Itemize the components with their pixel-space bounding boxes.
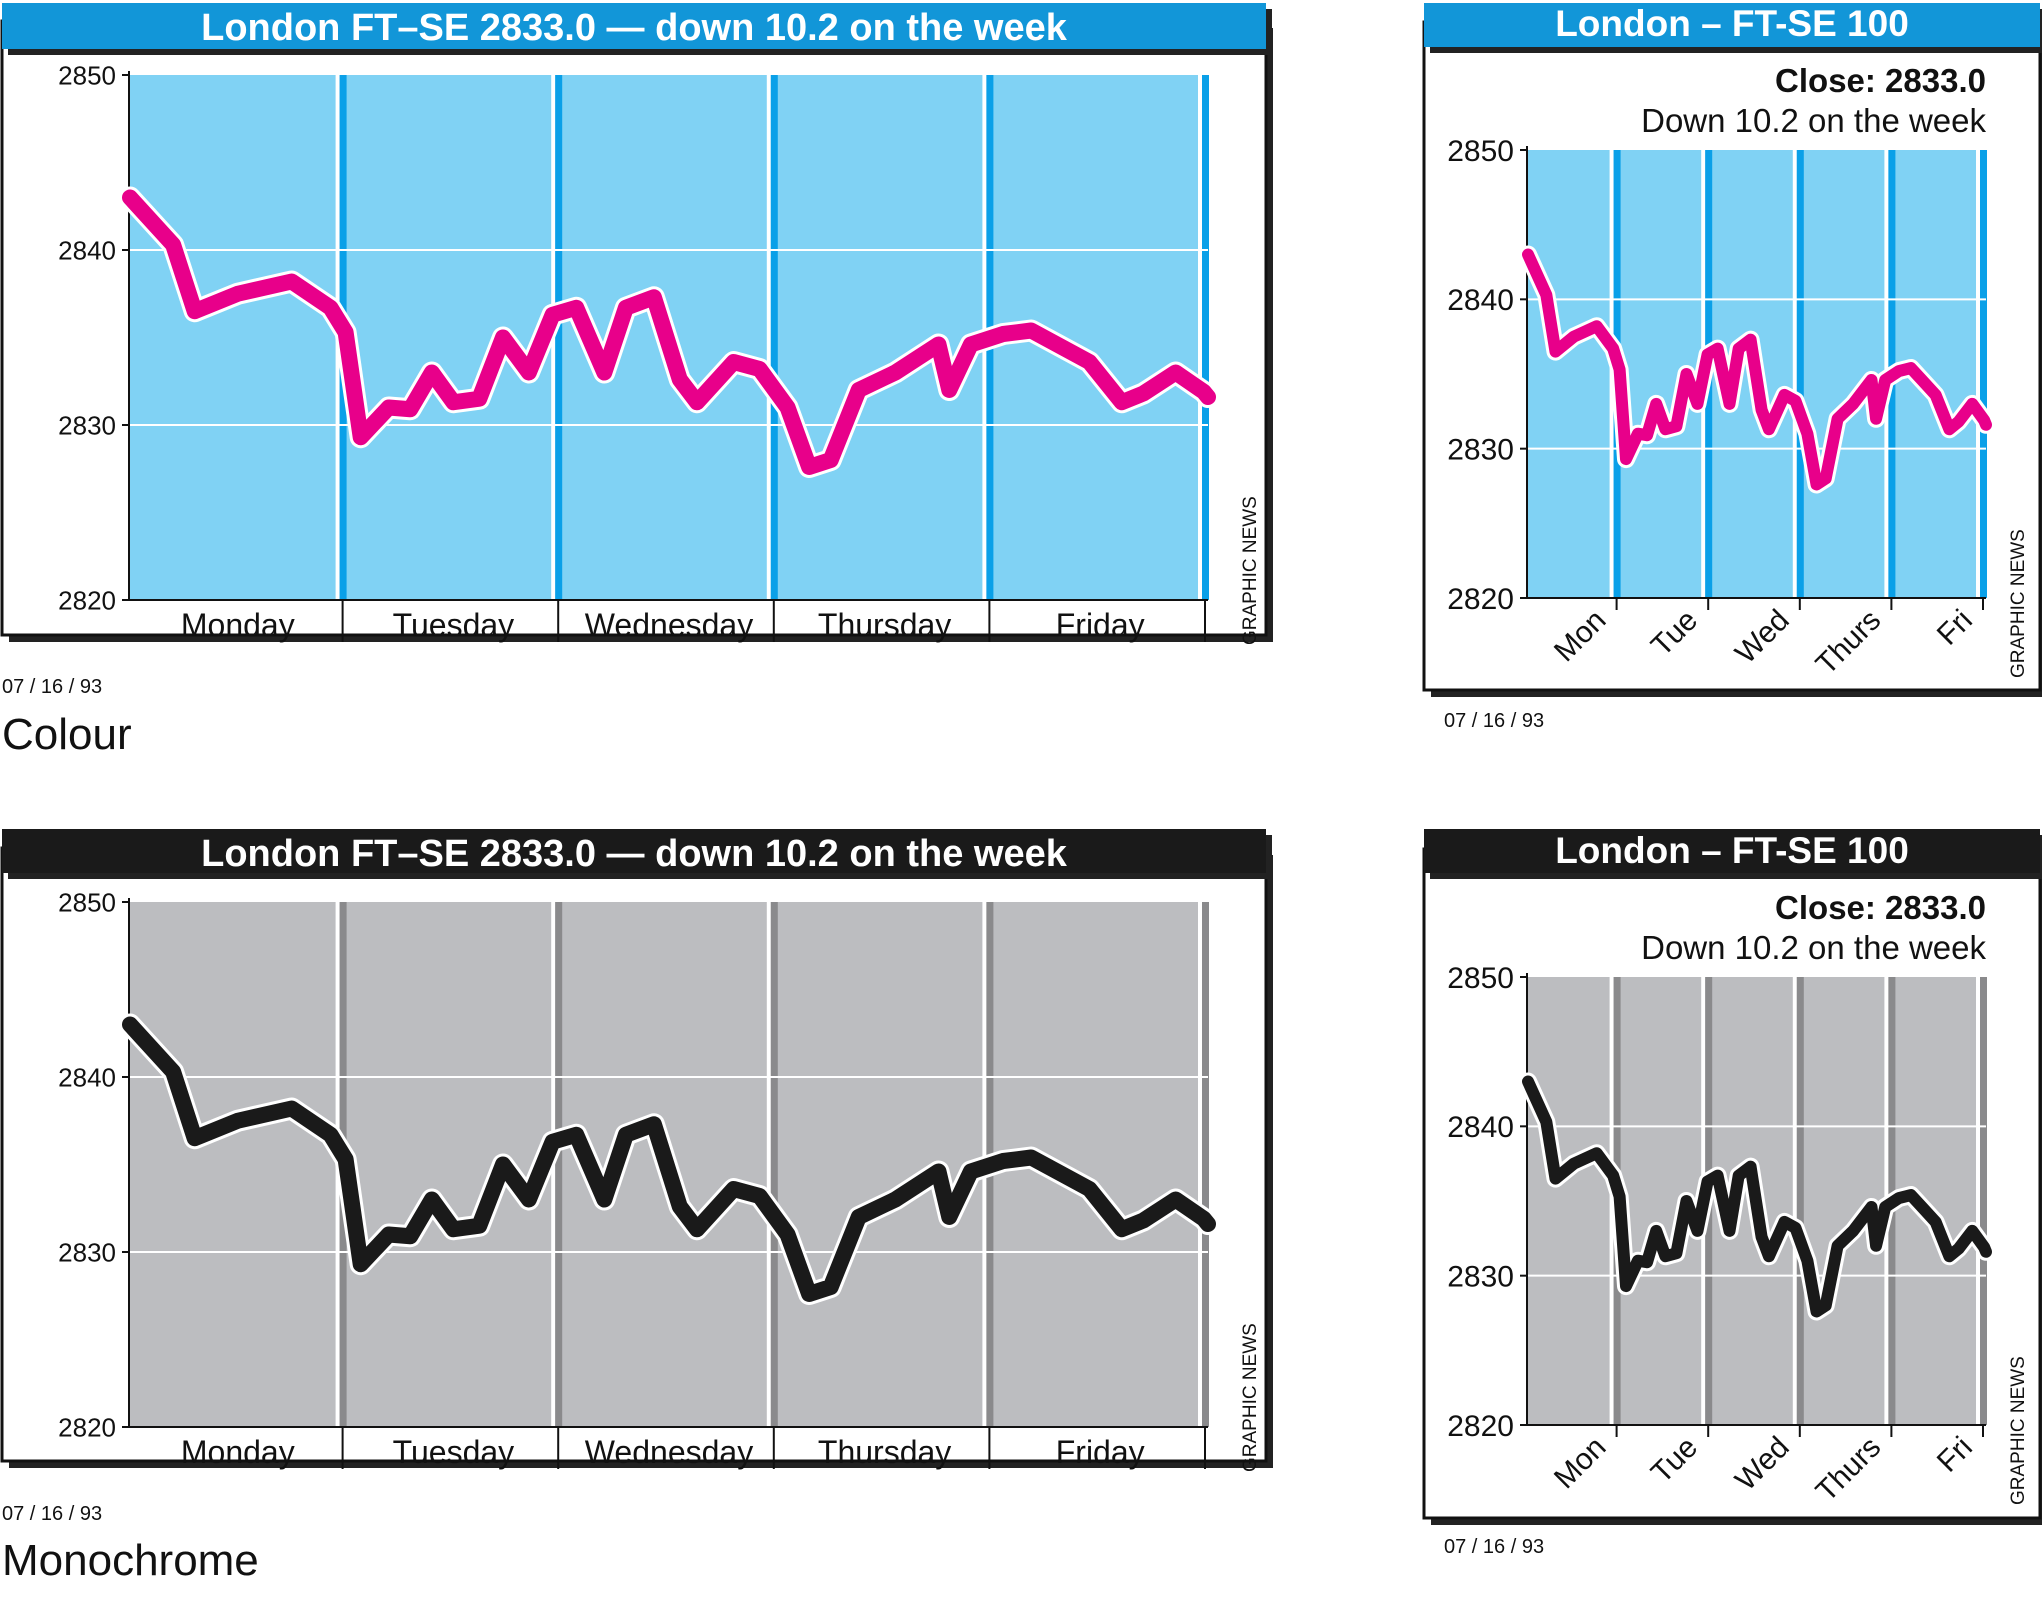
title-bar [1424, 3, 2040, 47]
day-label: Monday [181, 1434, 295, 1470]
day-gap [1792, 150, 1797, 598]
day-label: Wednesday [585, 607, 753, 643]
day-separator [1202, 902, 1209, 1427]
y-tick-label: 2850 [1447, 962, 1514, 995]
credit-graphic-news: GRAPHIC NEWS [1240, 496, 1261, 645]
y-tick-label: 2830 [1447, 1260, 1514, 1293]
credit-graphic-news: GRAPHIC NEWS [2008, 1356, 2029, 1505]
wide-mono-date: 07 / 16 / 93 [2, 1503, 103, 1525]
close-value: Close: 2833.0 [1775, 889, 1986, 926]
day-gap [1198, 902, 1202, 1427]
monochrome-section-label: Monochrome [2, 1536, 259, 1585]
wide-colour-chart: London FT–SE 2833.0 — down 10.2 on the w… [0, 3, 1273, 645]
day-gap [766, 902, 771, 1427]
y-tick-label: 2820 [1447, 1410, 1514, 1443]
chart-title: London – FT-SE 100 [1555, 830, 1909, 871]
ftse-series-line [122, 189, 1216, 475]
day-label: Friday [1056, 607, 1145, 643]
day-label: Thursday [818, 1434, 951, 1470]
day-gap [766, 75, 771, 600]
y-tick-label: 2850 [58, 60, 116, 90]
day-separator [1202, 75, 1209, 600]
title-bar [2, 829, 1266, 873]
day-separator [1796, 977, 1804, 1425]
y-tick-label: 2820 [58, 1412, 116, 1442]
day-separator [1980, 150, 1987, 598]
y-tick-label: 2850 [58, 887, 116, 917]
day-separator [555, 75, 563, 600]
day-separator [1796, 150, 1804, 598]
y-tick-label: 2820 [58, 585, 116, 615]
day-label: Friday [1056, 1434, 1145, 1470]
day-separator [1980, 977, 1987, 1425]
day-separator [770, 902, 778, 1427]
credit-graphic-news: GRAPHIC NEWS [1240, 1323, 1261, 1472]
y-tick-label: 2840 [58, 1062, 116, 1092]
credit-graphic-news: GRAPHIC NEWS [2008, 529, 2029, 678]
day-label: Wednesday [585, 1434, 753, 1470]
y-tick-label: 2840 [58, 235, 116, 265]
chart-title: London FT–SE 2833.0 — down 10.2 on the w… [201, 833, 1068, 875]
weekly-change: Down 10.2 on the week [1641, 102, 1986, 139]
y-tick-label: 2850 [1447, 135, 1514, 168]
close-value: Close: 2833.0 [1775, 62, 1986, 99]
ftse-series-line [1522, 248, 1992, 491]
wide-colour-date: 07 / 16 / 93 [2, 676, 103, 698]
chart-title: London FT–SE 2833.0 — down 10.2 on the w… [201, 7, 1068, 49]
day-label: Monday [181, 607, 295, 643]
ftse-series-line [122, 1016, 1216, 1302]
day-gap [1976, 977, 1980, 1425]
small-mono-date: 07 / 16 / 93 [1444, 1536, 1545, 1558]
day-separator [555, 902, 563, 1427]
wide-mono-chart: London FT–SE 2833.0 — down 10.2 on the w… [0, 829, 1273, 1472]
ftse-series-line [1522, 1075, 1992, 1318]
day-label: Thursday [818, 607, 951, 643]
day-gap [1792, 977, 1797, 1425]
day-label: Tuesday [393, 607, 515, 643]
y-tick-label: 2820 [1447, 583, 1514, 616]
title-bar [1424, 829, 2040, 873]
small-colour-date: 07 / 16 / 93 [1444, 710, 1545, 732]
weekly-change: Down 10.2 on the week [1641, 929, 1986, 966]
day-gap [1198, 75, 1202, 600]
title-bar [2, 3, 1266, 49]
y-tick-label: 2830 [58, 410, 116, 440]
y-tick-label: 2840 [1447, 1111, 1514, 1144]
day-label: Tuesday [393, 1434, 515, 1470]
day-gap [1976, 150, 1980, 598]
y-tick-label: 2830 [58, 1237, 116, 1267]
y-tick-label: 2830 [1447, 433, 1514, 466]
colour-section-label: Colour [2, 710, 132, 759]
day-separator [770, 75, 778, 600]
y-tick-label: 2840 [1447, 284, 1514, 317]
chart-title: London – FT-SE 100 [1555, 3, 1909, 44]
